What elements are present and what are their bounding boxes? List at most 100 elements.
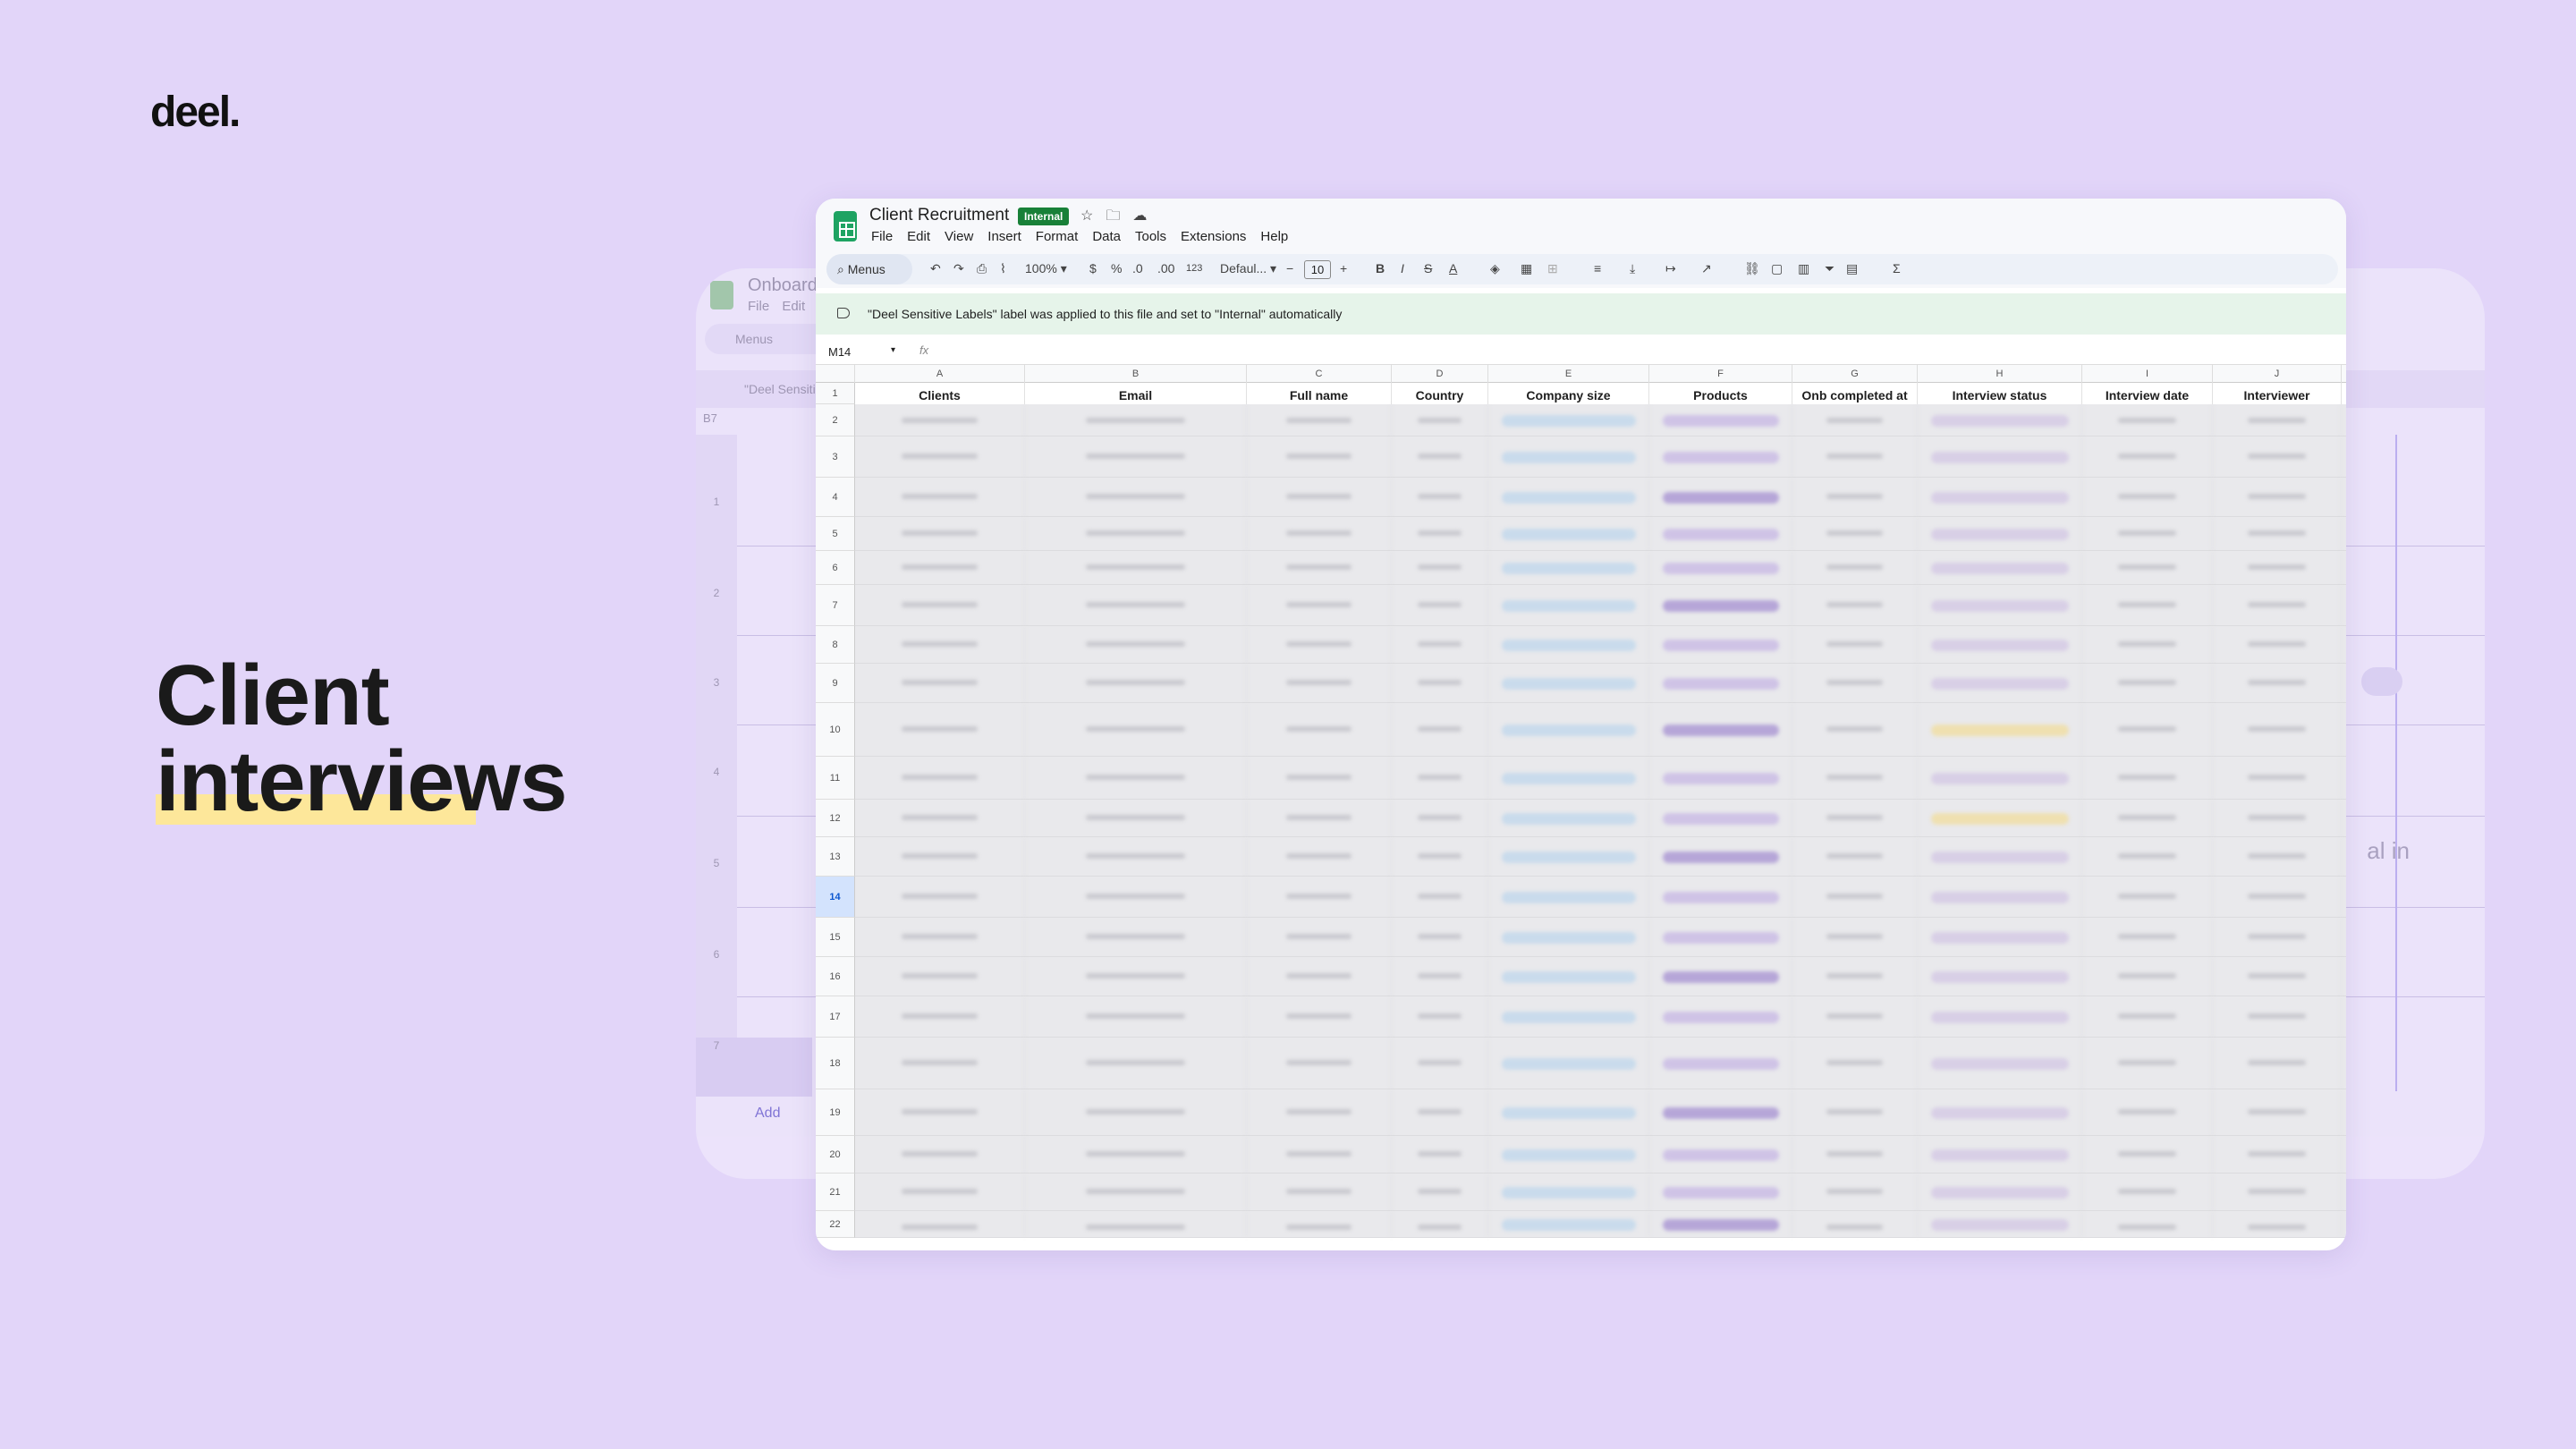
table-row[interactable] (855, 837, 2346, 877)
obscured-cell[interactable] (2082, 404, 2213, 436)
header-cell[interactable]: Clients (855, 383, 1025, 406)
obscured-cell[interactable] (1792, 626, 1918, 663)
obscured-cell[interactable] (2082, 517, 2213, 550)
obscured-cell[interactable] (1025, 626, 1247, 663)
obscured-cell[interactable] (1392, 404, 1488, 436)
table-row[interactable] (855, 957, 2346, 996)
header-cell[interactable]: Email (1025, 383, 1247, 406)
obscured-cell[interactable] (2213, 585, 2342, 625)
obscured-cell[interactable] (1649, 404, 1792, 436)
obscured-cell[interactable] (1488, 703, 1649, 756)
obscured-cell[interactable] (1025, 1089, 1247, 1135)
increase-decimal-button[interactable]: .00 (1157, 261, 1175, 275)
align-left-icon[interactable]: ≡ (1594, 261, 1602, 275)
obscured-cell[interactable] (1488, 478, 1649, 516)
header-cell[interactable]: Country (1392, 383, 1488, 406)
obscured-cell[interactable] (1025, 918, 1247, 956)
obscured-cell[interactable] (1649, 1211, 1792, 1237)
chevron-down-icon[interactable]: ▾ (891, 345, 896, 355)
table-row[interactable] (855, 918, 2346, 957)
obscured-cell[interactable] (1649, 1089, 1792, 1135)
obscured-cell[interactable] (855, 1211, 1025, 1237)
text-rotation-icon[interactable]: ↗ (1701, 261, 1712, 275)
row-number[interactable]: 21 (816, 1174, 855, 1211)
obscured-cell[interactable] (1792, 1136, 1918, 1173)
row-number[interactable]: 10 (816, 703, 855, 757)
obscured-cell[interactable] (1792, 1038, 1918, 1089)
obscured-cell[interactable] (1792, 1174, 1918, 1210)
redo-icon[interactable]: ↷ (953, 261, 964, 275)
obscured-cell[interactable] (2082, 957, 2213, 996)
obscured-cell[interactable] (1918, 585, 2082, 625)
obscured-cell[interactable] (2213, 957, 2342, 996)
obscured-cell[interactable] (1247, 517, 1392, 550)
obscured-cell[interactable] (1792, 800, 1918, 836)
obscured-cell[interactable] (1247, 1174, 1392, 1210)
obscured-cell[interactable] (1247, 1136, 1392, 1173)
obscured-cell[interactable] (2213, 1136, 2342, 1173)
obscured-cell[interactable] (855, 1136, 1025, 1173)
table-row[interactable] (855, 1089, 2346, 1136)
obscured-cell[interactable] (1488, 918, 1649, 956)
obscured-cell[interactable] (1918, 626, 2082, 663)
obscured-cell[interactable] (1392, 837, 1488, 876)
header-cell[interactable]: Full name (1247, 383, 1392, 406)
table-row[interactable] (855, 1174, 2346, 1211)
header-cell[interactable]: Onb completed at (1792, 383, 1918, 406)
obscured-cell[interactable] (1488, 436, 1649, 477)
header-cell[interactable]: Company size (1488, 383, 1649, 406)
obscured-cell[interactable] (1392, 918, 1488, 956)
obscured-cell[interactable] (1649, 1174, 1792, 1210)
obscured-cell[interactable] (1649, 585, 1792, 625)
menu-edit[interactable]: Edit (907, 229, 931, 244)
table-row[interactable] (855, 404, 2346, 436)
obscured-cell[interactable] (1918, 877, 2082, 917)
obscured-cell[interactable] (1649, 996, 1792, 1037)
column-header-h[interactable]: H (1918, 365, 2082, 383)
obscured-cell[interactable] (2213, 664, 2342, 702)
obscured-cell[interactable] (1649, 664, 1792, 702)
obscured-cell[interactable] (1649, 436, 1792, 477)
obscured-cell[interactable] (2213, 703, 2342, 756)
obscured-cell[interactable] (1488, 757, 1649, 799)
column-header-g[interactable]: G (1792, 365, 1918, 383)
obscured-cell[interactable] (855, 1089, 1025, 1135)
obscured-cell[interactable] (855, 837, 1025, 876)
obscured-cell[interactable] (2082, 664, 2213, 702)
table-row[interactable] (855, 877, 2346, 918)
menu-format[interactable]: Format (1035, 229, 1079, 244)
obscured-cell[interactable] (1918, 1136, 2082, 1173)
merge-cells-icon[interactable]: ⊞ (1547, 261, 1558, 275)
obscured-cell[interactable] (1918, 436, 2082, 477)
obscured-cell[interactable] (2082, 626, 2213, 663)
obscured-cell[interactable] (855, 664, 1025, 702)
obscured-cell[interactable] (2082, 436, 2213, 477)
header-cell[interactable]: Interview date (2082, 383, 2213, 406)
obscured-cell[interactable] (2082, 800, 2213, 836)
obscured-cell[interactable] (1247, 1211, 1392, 1237)
row-number[interactable]: 6 (816, 551, 855, 585)
obscured-cell[interactable] (1649, 703, 1792, 756)
obscured-cell[interactable] (1392, 478, 1488, 516)
obscured-cell[interactable] (2082, 703, 2213, 756)
table-row[interactable] (855, 436, 2346, 478)
obscured-cell[interactable] (1247, 626, 1392, 663)
row-number[interactable]: 8 (816, 626, 855, 664)
menu-help[interactable]: Help (1260, 229, 1289, 244)
folder-icon[interactable]: 🗀 (1106, 208, 1133, 224)
obscured-cell[interactable] (1488, 664, 1649, 702)
obscured-cell[interactable] (1918, 800, 2082, 836)
obscured-cell[interactable] (1792, 703, 1918, 756)
obscured-cell[interactable] (1392, 585, 1488, 625)
obscured-cell[interactable] (855, 1174, 1025, 1210)
obscured-cell[interactable] (1918, 1038, 2082, 1089)
obscured-cell[interactable] (2213, 996, 2342, 1037)
obscured-cell[interactable] (1488, 1038, 1649, 1089)
obscured-cell[interactable] (1792, 551, 1918, 584)
obscured-cell[interactable] (1025, 478, 1247, 516)
obscured-cell[interactable] (1918, 996, 2082, 1037)
obscured-cell[interactable] (1247, 800, 1392, 836)
borders-icon[interactable]: ▦ (1521, 261, 1533, 275)
table-row[interactable] (855, 996, 2346, 1038)
text-color-icon[interactable]: A (1449, 261, 1458, 275)
